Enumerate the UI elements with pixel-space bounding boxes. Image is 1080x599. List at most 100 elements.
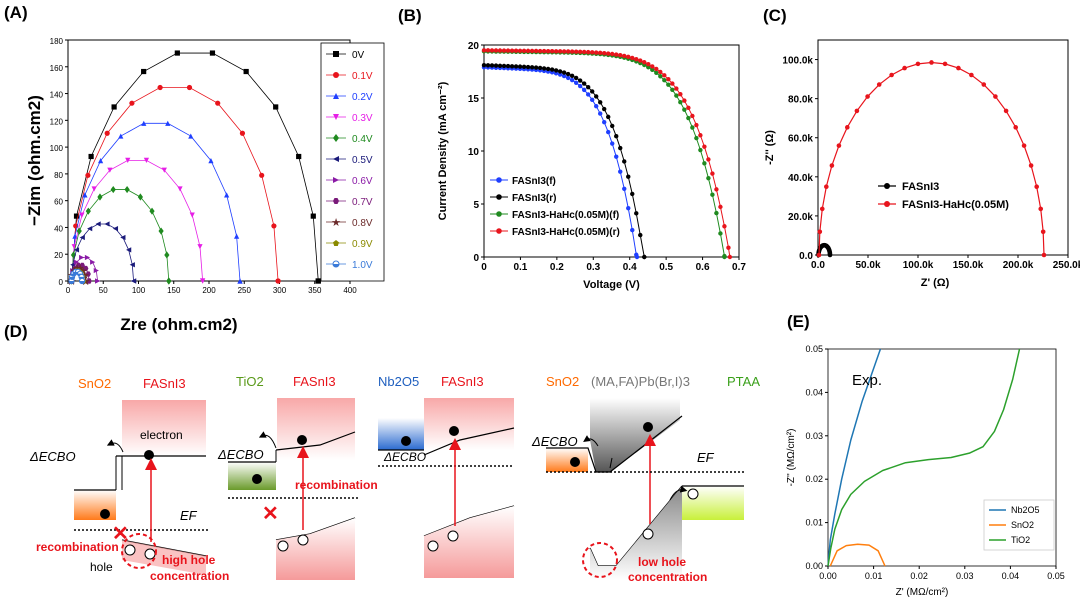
data-point (585, 49, 591, 55)
data-point (174, 50, 180, 56)
data-point (634, 56, 639, 62)
series-line (829, 543, 886, 567)
data-point (706, 175, 711, 181)
data-point (658, 69, 663, 75)
data-point (598, 100, 603, 105)
series-line (71, 160, 204, 282)
y-tick-label: 80 (54, 171, 63, 180)
data-point (481, 48, 487, 53)
series-line (71, 223, 134, 282)
data-point (1040, 229, 1046, 235)
data-point (509, 64, 515, 69)
data-point (120, 234, 126, 241)
data-point (130, 278, 137, 284)
data-point (186, 84, 193, 91)
legend-marker (333, 72, 339, 78)
annotation-exp: Exp. (852, 372, 882, 389)
data-point (157, 84, 163, 91)
data-point (686, 115, 691, 121)
data-point (581, 49, 587, 55)
data-point (827, 252, 833, 258)
y-tick-label: 20.0k (788, 212, 813, 223)
legend-label: 0.5V (352, 155, 373, 166)
data-point (626, 205, 631, 211)
data-point (87, 226, 93, 232)
data-point (557, 72, 563, 77)
data-point: ★ (81, 276, 91, 288)
data-point (545, 66, 551, 72)
data-point (876, 82, 882, 87)
data-point (521, 64, 527, 70)
data-point (107, 167, 113, 173)
data-point (698, 133, 703, 138)
legend-marker (496, 194, 502, 200)
legend-marker (333, 177, 339, 183)
label-delta-ecbo-1: ΔECBO (29, 449, 76, 464)
x-tick-label: 350 (308, 286, 322, 295)
data-point (73, 247, 80, 253)
y-axis-title: -Z'' (MΩ/cm²) (786, 429, 797, 487)
etl-label-sno2: SnO2 (78, 376, 111, 391)
data-point (674, 93, 679, 98)
label-hole: hole (90, 560, 113, 574)
y-tick-label: 20 (468, 41, 480, 52)
data-point (557, 49, 563, 54)
data-point (865, 94, 870, 99)
data-point (234, 233, 240, 239)
x-axis-title: Z' (Ω) (921, 277, 950, 289)
data-point (718, 231, 723, 236)
data-point (505, 63, 511, 69)
data-point (505, 48, 511, 53)
data-point (573, 80, 579, 86)
data-point (702, 161, 707, 166)
y-tick-label: 180 (50, 37, 64, 46)
data-point (622, 53, 627, 59)
legend-marker (333, 134, 339, 142)
x-axis-title: Voltage (V) (583, 279, 640, 291)
data-point (90, 259, 96, 265)
legend-label: FASnI3(r) (512, 193, 556, 204)
data-point (993, 94, 998, 99)
data-point (581, 87, 587, 93)
x-tick-label: 0.00 (819, 571, 837, 581)
data-point (626, 174, 631, 179)
legend-label: 0.9V (352, 239, 373, 250)
y-axis-title: Current Density (mA cm⁻²) (437, 81, 449, 220)
data-point (606, 114, 611, 120)
legend-label: 0.7V (352, 197, 373, 208)
panel-label-e: (E) (787, 312, 810, 331)
band-block-tio2-fasni3: TiO2 FASnI3 ✕ ΔECBO recombination (217, 374, 378, 580)
series-line (827, 348, 882, 567)
data-point (650, 64, 655, 69)
x-tick-label: 0 (481, 262, 487, 273)
data-point (501, 48, 507, 53)
data-point (557, 69, 563, 74)
data-point (854, 108, 860, 114)
data-point (956, 65, 961, 71)
data-point (622, 159, 627, 164)
data-point (189, 212, 195, 218)
data-point (271, 223, 277, 229)
data-point (91, 186, 97, 192)
data-point (525, 64, 531, 70)
data-point (670, 87, 675, 93)
series-line (71, 52, 319, 282)
data-point (1028, 163, 1034, 168)
data-point (485, 63, 491, 68)
data-point (598, 50, 603, 56)
data-point (112, 226, 119, 232)
band-block-sno2-fasni3: SnO2 FASnI3 ✕ electron ΔECBO EF recombin… (29, 376, 229, 583)
x-tick-label: 0.05 (1047, 571, 1065, 581)
data-point (646, 61, 651, 67)
plot-frame (817, 39, 1069, 256)
x-tick-label: 0.5 (659, 262, 673, 273)
data-point (1034, 184, 1039, 190)
data-point (541, 66, 547, 71)
data-point (79, 254, 85, 261)
label-ef-4: EF (697, 450, 715, 465)
data-point (686, 105, 691, 111)
data-point (714, 187, 719, 192)
label-delta-ecbo-3: ΔECBO (383, 450, 426, 464)
legend-label: FASnI3(f) (512, 176, 556, 187)
